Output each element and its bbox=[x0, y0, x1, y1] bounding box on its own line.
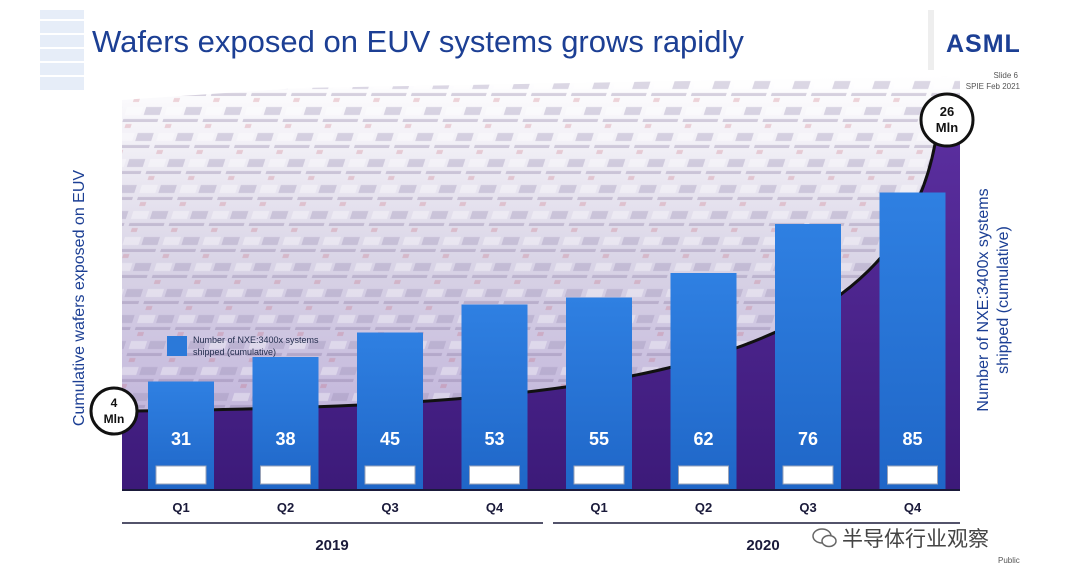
bar-3 bbox=[357, 332, 423, 490]
start-callout: 4 Mln bbox=[89, 386, 139, 436]
bar-value-label: 76 bbox=[798, 429, 818, 449]
year-label-2019: 2019 bbox=[315, 537, 348, 554]
x-tick-label: Q4 bbox=[486, 500, 504, 515]
purple-area bbox=[122, 140, 960, 490]
x-tick-label: Q4 bbox=[904, 500, 922, 515]
bar-group: 31 38 45 53 55 62 76 85 bbox=[148, 192, 946, 490]
wechat-icon bbox=[812, 528, 837, 548]
classification-label: Public bbox=[998, 556, 1020, 565]
bar-value-label: 55 bbox=[589, 429, 609, 449]
bar-4 bbox=[461, 304, 528, 490]
bar-8 bbox=[879, 192, 946, 490]
system-icon bbox=[887, 465, 938, 485]
end-callout-value: 26 bbox=[940, 104, 954, 119]
event-label: SPIE Feb 2021 bbox=[965, 82, 1020, 91]
end-callout-unit: Mln bbox=[936, 120, 958, 135]
bar-value-label: 31 bbox=[171, 429, 191, 449]
x-tick-label: Q1 bbox=[172, 500, 189, 515]
legend-swatch bbox=[167, 336, 187, 356]
y-axis-right-label-line1: Number of NXE:3400x systems bbox=[975, 188, 992, 411]
x-tick-label: Q3 bbox=[799, 500, 816, 515]
y-axis-right-label-line2: shipped (cumulative) bbox=[995, 226, 1012, 374]
system-icon bbox=[364, 465, 416, 485]
system-icon bbox=[678, 465, 729, 485]
year-label-2020: 2020 bbox=[746, 537, 779, 554]
x-tick-label: Q3 bbox=[381, 500, 398, 515]
y-axis-left-label: Cumulative wafers exposed on EUV bbox=[71, 170, 88, 426]
bar-value-label: 62 bbox=[693, 429, 713, 449]
asml-logo: ASML bbox=[946, 30, 1021, 58]
year-groups: 2019 2020 bbox=[122, 522, 960, 554]
x-tick-label: Q2 bbox=[695, 500, 712, 515]
bar-value-label: 45 bbox=[380, 429, 400, 449]
bar-5 bbox=[566, 297, 632, 490]
bar-value-label: 85 bbox=[902, 429, 922, 449]
header-stripes bbox=[40, 10, 934, 90]
start-callout-value: 4 bbox=[111, 396, 118, 410]
start-callout-unit: Mln bbox=[104, 412, 125, 426]
system-icon bbox=[155, 465, 207, 485]
watermark: 半导体行业观察 bbox=[842, 527, 989, 551]
x-tick-label: Q2 bbox=[277, 500, 294, 515]
bar-value-label: 53 bbox=[484, 429, 504, 449]
bar-value-label: 38 bbox=[275, 429, 295, 449]
system-icon bbox=[469, 465, 520, 485]
page-title: Wafers exposed on EUV systems grows rapi… bbox=[92, 24, 744, 59]
bar-6 bbox=[670, 273, 737, 490]
legend: Number of NXE:3400x systems shipped (cum… bbox=[167, 335, 319, 357]
end-callout: 26 Mln bbox=[919, 92, 975, 148]
legend-label-line1: Number of NXE:3400x systems bbox=[193, 335, 319, 345]
slide-number: Slide 6 bbox=[993, 71, 1018, 80]
bar-7 bbox=[775, 224, 841, 490]
system-icon bbox=[260, 465, 311, 485]
x-tick-label: Q1 bbox=[590, 500, 607, 515]
legend-label-line2: shipped (cumulative) bbox=[193, 347, 276, 357]
system-icon bbox=[782, 465, 834, 485]
x-axis-ticks: Q1 Q2 Q3 Q4 Q1 Q2 Q3 Q4 bbox=[172, 500, 922, 515]
system-icon bbox=[573, 465, 625, 485]
